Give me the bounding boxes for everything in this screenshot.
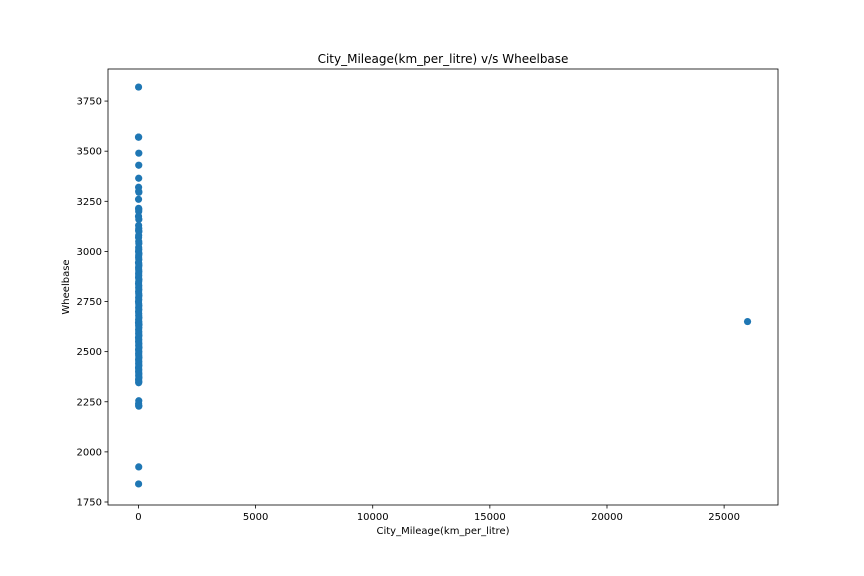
y-tick-label: 1750 <box>77 497 102 508</box>
x-tick-label: 0 <box>135 512 141 523</box>
y-tick-label: 3000 <box>77 247 102 258</box>
data-point <box>135 463 143 471</box>
data-point <box>743 317 752 326</box>
x-tick-label: 15000 <box>474 512 506 523</box>
y-tick-label: 2750 <box>77 297 102 308</box>
data-point <box>134 195 143 203</box>
plot-area-frame <box>107 68 779 506</box>
x-tick-label: 10000 <box>357 512 389 523</box>
x-axis-ticks: 0 5000 10000 15000 20000 25000 <box>135 505 740 523</box>
y-axis-label: Wheelbase <box>61 259 72 314</box>
y-tick-label: 2000 <box>77 447 102 458</box>
data-point <box>135 215 143 223</box>
chart-title: City_Mileage(km_per_litre) v/s Wheelbase <box>318 52 569 66</box>
data-point <box>135 133 143 141</box>
data-points <box>134 83 752 488</box>
data-point <box>135 161 143 169</box>
x-axis-label: City_Mileage(km_per_litre) <box>376 526 509 537</box>
data-point <box>135 174 143 182</box>
data-point <box>135 149 143 157</box>
data-point <box>135 402 143 410</box>
data-point <box>135 188 143 196</box>
x-tick-label: 5000 <box>243 512 268 523</box>
x-tick-label: 25000 <box>708 512 740 523</box>
y-tick-label: 2500 <box>77 347 102 358</box>
y-tick-label: 3250 <box>77 197 102 208</box>
y-tick-label: 2250 <box>77 397 102 408</box>
y-tick-label: 3500 <box>77 147 102 158</box>
y-tick-label: 3750 <box>77 97 102 108</box>
x-tick-label: 20000 <box>591 512 623 523</box>
y-axis-ticks: 1750 2000 2250 2500 2750 3000 3250 3500 3750 <box>77 97 108 508</box>
data-point <box>135 379 143 387</box>
data-point <box>135 480 143 488</box>
data-point <box>134 83 143 91</box>
